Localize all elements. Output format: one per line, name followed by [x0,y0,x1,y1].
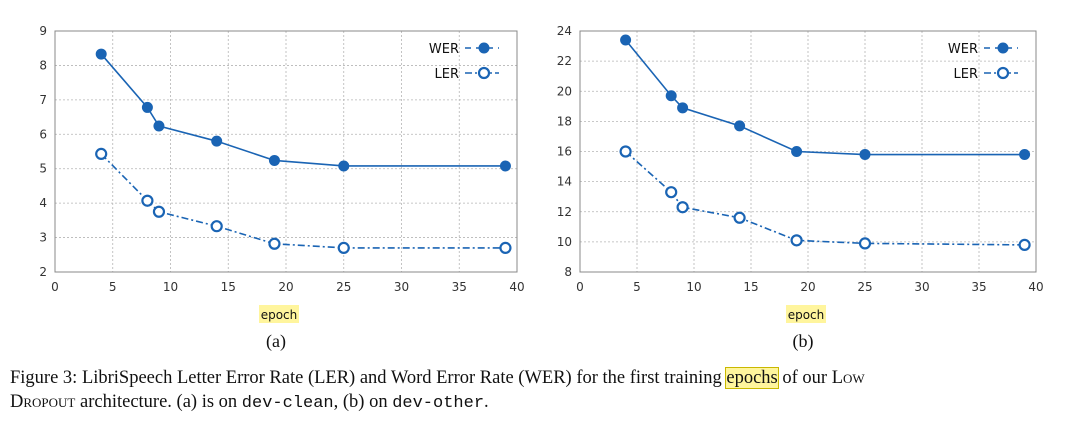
y-tick-label: 8 [564,265,572,279]
caption-smallcaps-1: Low [831,368,865,388]
x-tick-label: 25 [857,280,872,294]
y-tick-label: 24 [557,24,572,38]
x-tick-label: 30 [914,280,929,294]
plot-frame [54,30,518,273]
series-line-wer [624,39,1025,156]
x-tick-label: 10 [686,280,701,294]
point-ler [210,220,223,233]
point-ler [152,205,166,218]
point-ler [141,194,154,207]
series-line-ler [625,150,1025,246]
point-ler [665,186,678,199]
x-tick-label: 10 [163,280,178,294]
point-wer [665,90,677,102]
point-ler [1018,238,1031,251]
caption-text-1: Figure 3: LibriSpeech Letter Error Rate … [10,368,727,388]
point-ler [268,237,281,250]
x-tick-label: 25 [336,280,351,294]
y-tick-label: 12 [557,205,572,219]
x-tick-label: 40 [1028,280,1043,294]
caption-code-2: dev-other [392,394,485,413]
x-tick-label: 5 [633,280,641,294]
y-tick-label: 22 [557,54,572,68]
point-wer [620,34,632,46]
point-ler [858,237,872,250]
point-ler [790,234,803,247]
x-axis-label: epoch [788,308,825,322]
y-tick-label: 4 [39,196,47,210]
x-tick-label: 35 [452,280,467,294]
y-tick-label: 8 [39,58,47,72]
x-tick-label: 5 [109,280,117,294]
caption-text-3: architecture. (a) is on [75,392,242,412]
x-tick-label: 30 [394,280,409,294]
point-wer [859,149,871,161]
caption-code-1: dev-clean [241,394,334,413]
legend-label-wer: WER [429,42,459,57]
legend-label-ler: LER [435,67,460,82]
point-wer [268,154,280,166]
chart-panel-a: 0 5 10 15 20 25 30 35 40 2 3 4 5 6 7 8 9 WER LER epoch (a) [39,24,524,352]
plot-frame [579,30,1037,273]
point-wer [499,160,511,172]
xlabel-highlight [259,305,299,323]
point-ler [499,241,512,254]
caption-text-5: . [484,392,489,412]
x-tick-label: 0 [576,280,584,294]
legend-marker-wer [478,42,490,54]
y-tick-label: 7 [39,93,47,107]
series-line-ler [100,153,506,249]
y-tick-label: 9 [39,24,47,38]
xlabel-highlight [786,305,826,323]
y-tick-label: 3 [39,231,47,245]
y-tick-label: 20 [557,84,572,98]
x-tick-label: 40 [509,280,524,294]
y-tick-label: 10 [557,235,572,249]
legend-label-wer: WER [948,42,978,57]
y-tick-label: 16 [557,145,572,159]
caption-highlight: epochs [725,367,779,389]
x-tick-label: 35 [971,280,986,294]
legend-label-ler: LER [954,67,979,82]
figure-caption: Figure 3: LibriSpeech Letter Error Rate … [10,366,1075,416]
y-tick-label: 6 [39,127,47,141]
point-wer [1019,149,1031,161]
x-tick-label: 15 [743,280,758,294]
chart-panel-b: 0 5 10 15 20 25 30 35 40 8 10 12 14 16 18 20 22 24 WER LER e… [557,24,1044,352]
point-wer [791,146,803,157]
y-tick-label: 5 [39,162,47,176]
legend-marker-ler [477,66,491,80]
point-wer [211,135,223,147]
point-ler [619,145,632,158]
caption-text-4: , (b) on [333,392,393,412]
x-axis-label: epoch [261,308,298,322]
x-tick-label: 15 [221,280,236,294]
point-wer [338,160,350,172]
legend-marker-wer [997,42,1009,54]
y-tick-label: 14 [557,175,572,189]
y-tick-label: 18 [557,114,572,128]
x-tick-label: 0 [51,280,59,294]
point-ler [337,241,350,254]
panel-label: (a) [266,331,286,352]
point-wer [141,101,153,113]
point-wer [153,120,165,132]
caption-text-2: of our [777,368,832,388]
point-wer [95,48,107,60]
legend-marker-ler [996,66,1010,80]
point-ler [95,147,108,161]
x-tick-label: 20 [278,280,293,294]
point-ler [676,201,689,214]
panel-label: (b) [793,331,814,352]
y-tick-label: 2 [39,265,47,279]
point-wer [734,120,746,132]
point-wer [677,102,689,114]
point-ler [733,211,746,224]
x-tick-label: 20 [800,280,815,294]
caption-smallcaps-2: Dropout [10,392,76,412]
